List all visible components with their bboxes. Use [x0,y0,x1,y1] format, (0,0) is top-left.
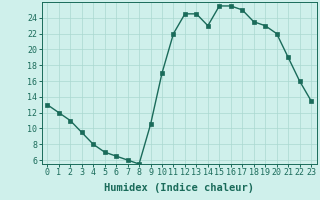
X-axis label: Humidex (Indice chaleur): Humidex (Indice chaleur) [104,183,254,193]
